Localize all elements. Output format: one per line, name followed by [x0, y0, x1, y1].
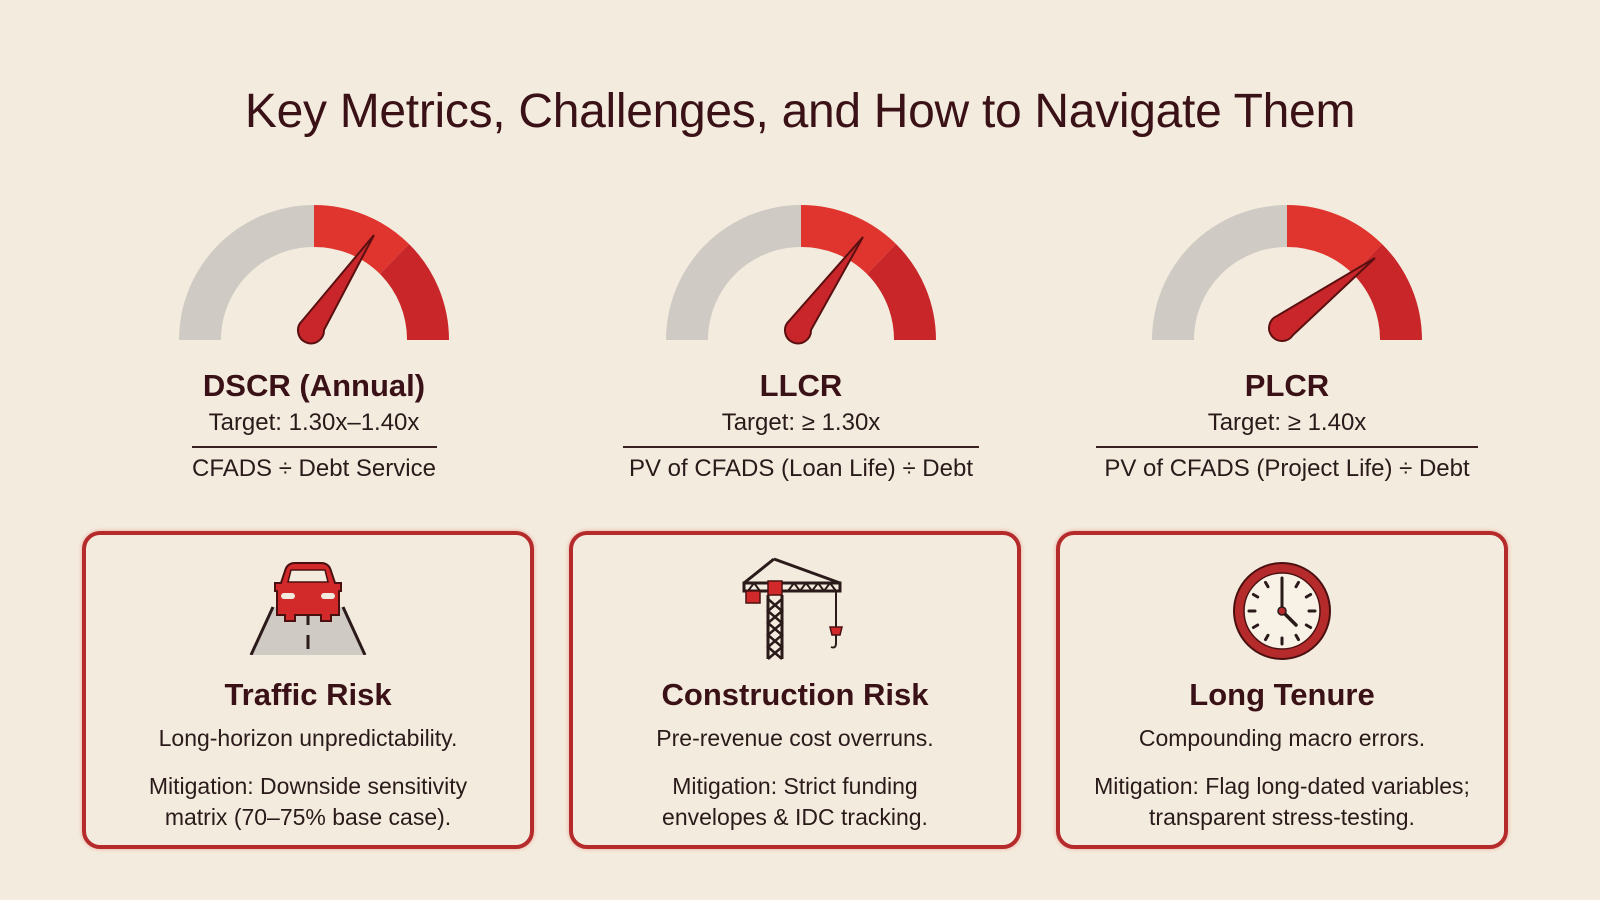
- risk-title: Construction Risk: [661, 677, 929, 712]
- metric-name: DSCR (Annual): [202, 368, 426, 403]
- risk-title: Long Tenure: [1189, 677, 1375, 712]
- risk-card-traffic: Traffic Risk Long-horizon unpredictabili…: [82, 531, 534, 849]
- metric-formula: PV of CFADS (Project Life) ÷ Debt: [1104, 455, 1470, 482]
- page-title: Key Metrics, Challenges, and How to Navi…: [244, 85, 1356, 138]
- risk-card-construction: Construction Risk Pre-revenue cost overr…: [569, 531, 1021, 849]
- risk-description: Long-horizon unpredictability.: [158, 725, 458, 751]
- metric-target: Target: 1.30x–1.40x: [208, 409, 420, 436]
- risk-mitigation: Mitigation: Flag long-dated variables; t…: [1070, 771, 1494, 833]
- risk-card-long-tenure: Long Tenure Compounding macro errors. Mi…: [1056, 531, 1508, 849]
- risk-description: Pre-revenue cost overruns.: [656, 725, 934, 751]
- metric-dscr: DSCR (Annual) Target: 1.30x–1.40x CFADS …: [94, 190, 534, 484]
- mitigation-line: Mitigation: Strict funding: [672, 773, 918, 799]
- construction-crane-icon: [742, 557, 843, 660]
- risk-mitigation: Mitigation: Strict funding envelopes & I…: [583, 771, 1007, 833]
- speedometer-gauge-icon: [666, 204, 936, 345]
- risk-description: Compounding macro errors.: [1138, 725, 1426, 751]
- metric-target: Target: ≥ 1.40x: [1207, 409, 1367, 436]
- metric-name: PLCR: [1244, 368, 1330, 403]
- divider: [191, 446, 437, 448]
- metric-llcr: LLCR Target: ≥ 1.30x PV of CFADS (Loan L…: [581, 190, 1021, 484]
- divider: [1096, 446, 1478, 448]
- divider: [623, 446, 979, 448]
- speedometer-gauge-icon: [179, 204, 450, 345]
- risk-mitigation: Mitigation: Downside sensitivity matrix …: [96, 771, 520, 833]
- mitigation-line: transparent stress-testing.: [1149, 804, 1415, 830]
- mitigation-line: envelopes & IDC tracking.: [662, 804, 928, 830]
- clock-icon: [1233, 562, 1331, 660]
- mitigation-line: Mitigation: Downside sensitivity: [148, 773, 468, 799]
- metric-target: Target: ≥ 1.30x: [721, 409, 881, 436]
- metric-plcr: PLCR Target: ≥ 1.40x PV of CFADS (Projec…: [1067, 190, 1507, 484]
- risk-title: Traffic Risk: [224, 677, 392, 712]
- mitigation-line: Mitigation: Flag long-dated variables;: [1094, 773, 1470, 799]
- speedometer-gauge-icon: [1152, 204, 1422, 342]
- car-on-road-icon: [249, 562, 367, 655]
- metric-formula: CFADS ÷ Debt Service: [192, 455, 436, 482]
- metric-formula: PV of CFADS (Loan Life) ÷ Debt: [629, 455, 973, 482]
- metric-name: LLCR: [759, 368, 843, 403]
- mitigation-line: matrix (70–75% base case).: [164, 804, 452, 830]
